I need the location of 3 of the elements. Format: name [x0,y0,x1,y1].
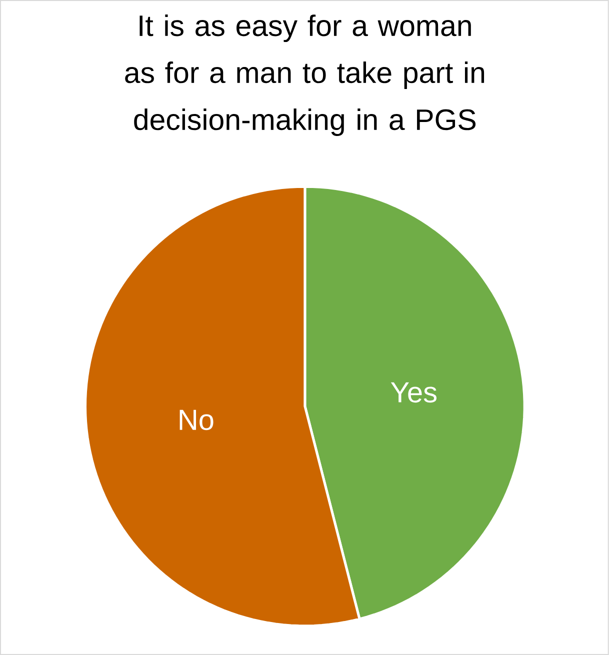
slice-label: Yes [390,382,437,403]
slice-label: No [180,410,214,430]
chart-title: It is as easy for a woman as for a man to take part in decision-making in a PGS [125,14,484,136]
